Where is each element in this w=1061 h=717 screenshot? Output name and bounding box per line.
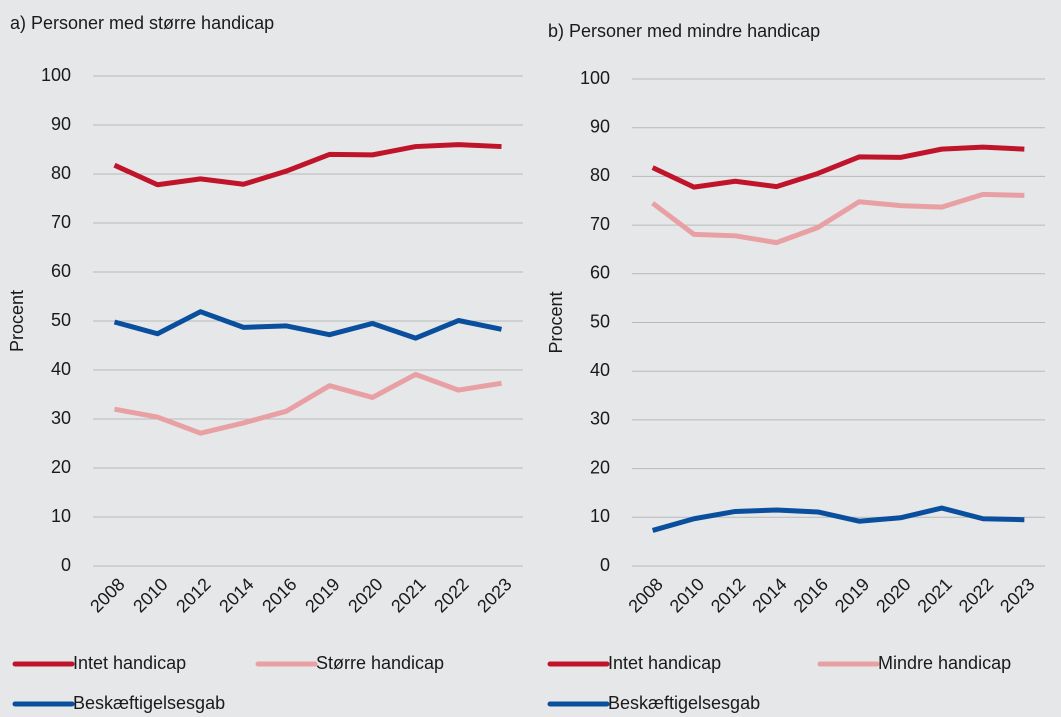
y-tick-label: 100 xyxy=(41,65,71,85)
series-line xyxy=(651,191,1025,246)
x-tick-label: 2023 xyxy=(996,574,1038,616)
x-tick-label: 2022 xyxy=(955,574,997,616)
y-tick-label: 70 xyxy=(51,212,71,232)
y-tick-label: 80 xyxy=(590,165,610,185)
y-tick-label: 50 xyxy=(51,310,71,330)
y-tick-label: 30 xyxy=(590,409,610,429)
y-tick-label: 100 xyxy=(580,68,610,88)
series-line xyxy=(113,309,503,341)
x-tick-label: 2020 xyxy=(872,574,914,616)
y-tick-label: 90 xyxy=(590,116,610,136)
x-tick-label: 2016 xyxy=(790,574,832,616)
y-axis-label: Procent xyxy=(7,290,27,352)
series-line xyxy=(651,144,1025,190)
x-tick-label: 2010 xyxy=(666,574,708,616)
y-tick-label: 10 xyxy=(590,506,610,526)
legend-label: Beskæftigelsesgab xyxy=(608,693,760,713)
x-tick-label: 2022 xyxy=(430,574,472,616)
series-line xyxy=(113,142,502,188)
x-tick-label: 2019 xyxy=(301,574,343,616)
y-tick-label: 90 xyxy=(51,114,71,134)
x-tick-label: 2008 xyxy=(624,574,666,616)
y-axis-label: Procent xyxy=(546,291,566,353)
x-tick-label: 2016 xyxy=(258,574,300,616)
series-line xyxy=(114,371,502,436)
y-tick-label: 40 xyxy=(51,359,71,379)
y-tick-label: 50 xyxy=(590,311,610,331)
x-tick-label: 2019 xyxy=(831,574,873,616)
y-tick-label: 20 xyxy=(590,457,610,477)
y-tick-label: 60 xyxy=(51,261,71,281)
legend-label: Mindre handicap xyxy=(878,653,1011,673)
x-tick-label: 2020 xyxy=(344,574,386,616)
y-tick-label: 80 xyxy=(51,163,71,183)
x-tick-label: 2012 xyxy=(172,574,214,616)
legend-label: Beskæftigelsesgab xyxy=(73,693,225,713)
y-tick-label: 30 xyxy=(51,408,71,428)
legend-label: Intet handicap xyxy=(608,653,721,673)
y-tick-label: 20 xyxy=(51,457,71,477)
series-line xyxy=(651,505,1025,533)
x-tick-label: 2023 xyxy=(473,574,515,616)
y-tick-label: 10 xyxy=(51,506,71,526)
x-tick-label: 2014 xyxy=(748,574,790,616)
x-tick-label: 2012 xyxy=(707,574,749,616)
x-tick-label: 2008 xyxy=(86,574,128,616)
x-tick-label: 2021 xyxy=(913,574,955,616)
x-tick-label: 2010 xyxy=(129,574,171,616)
chart-title: b) Personer med mindre handicap xyxy=(548,21,820,41)
y-tick-label: 0 xyxy=(61,555,71,575)
y-tick-label: 70 xyxy=(590,214,610,234)
x-tick-label: 2021 xyxy=(387,574,429,616)
legend-label: Større handicap xyxy=(316,653,444,673)
y-tick-label: 0 xyxy=(600,555,610,575)
x-tick-label: 2014 xyxy=(215,574,257,616)
y-tick-label: 40 xyxy=(590,360,610,380)
legend-label: Intet handicap xyxy=(73,653,186,673)
y-tick-label: 60 xyxy=(590,263,610,283)
chart-title: a) Personer med større handicap xyxy=(10,13,274,33)
